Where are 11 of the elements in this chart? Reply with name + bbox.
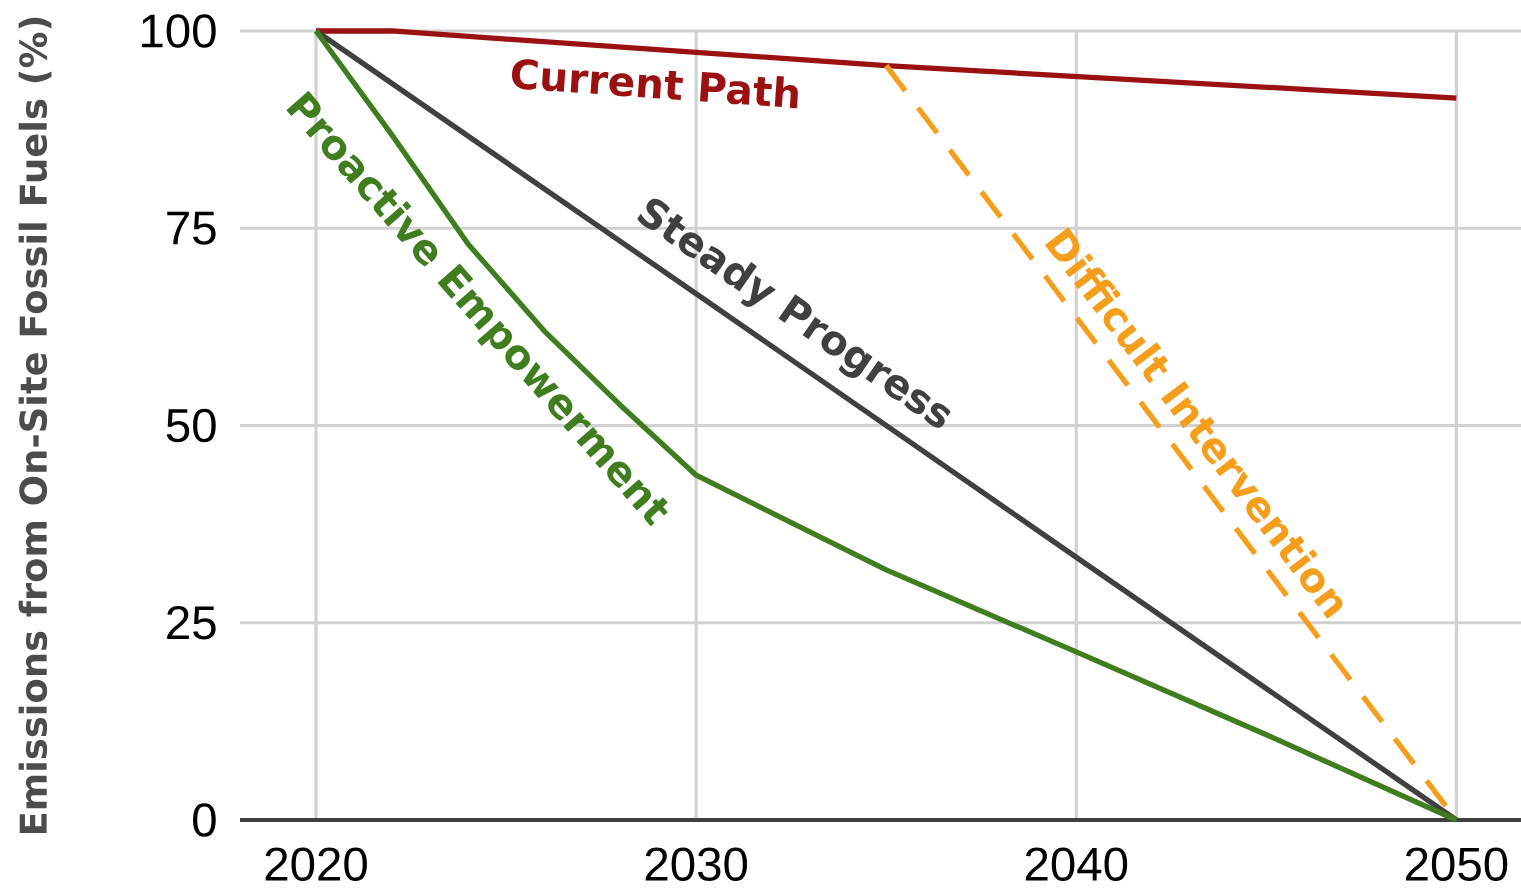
y-tick-label: 50 [166,408,216,443]
y-tick-label: 0 [193,803,216,837]
y-axis-title: Emissions from On-Site Fossil Fuels (%) [18,17,52,834]
series-label: Current Path [511,59,798,109]
x-tick-label: 2030 [645,847,748,881]
x-tick-label: 2050 [1405,847,1508,881]
y-tick-label: 25 [167,605,216,640]
y-tick-label: 75 [167,211,216,245]
y-tick-label: 100 [142,14,216,48]
x-tick-label: 2020 [265,847,367,881]
x-tick-label: 2040 [1025,847,1128,881]
